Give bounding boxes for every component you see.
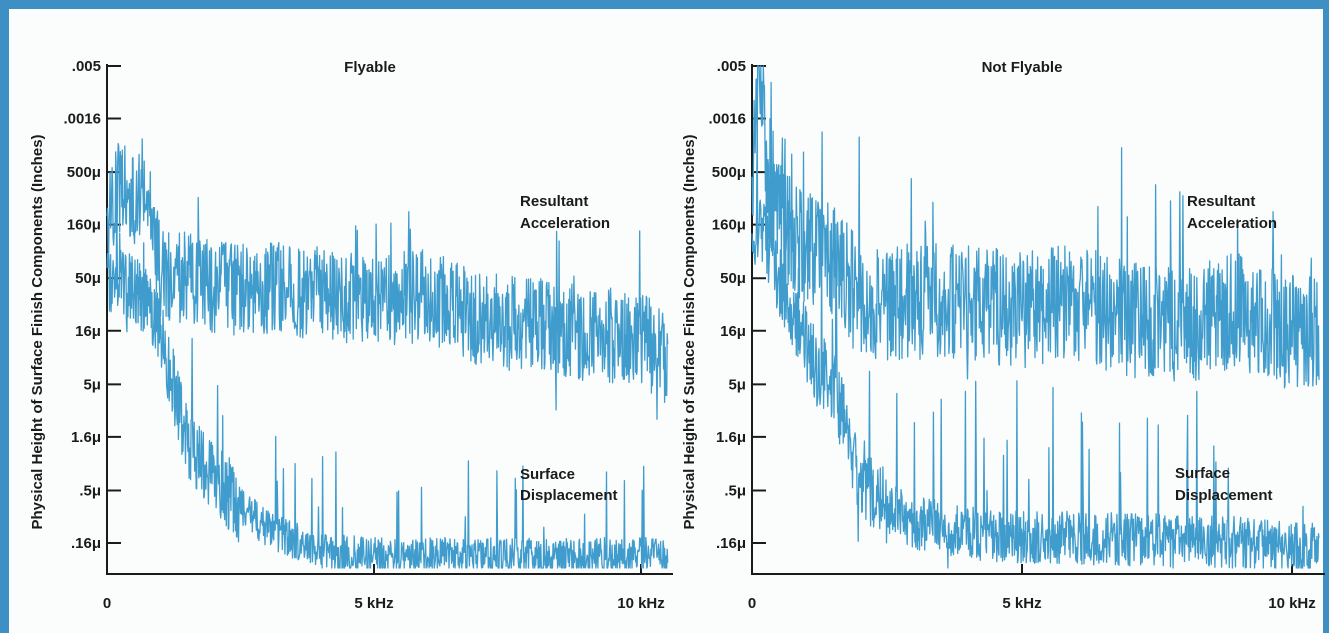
y-axis-label: Physical Height of Surface Finish Compon… xyxy=(29,134,46,529)
y-axis-label: Physical Height of Surface Finish Compon… xyxy=(681,134,698,529)
y-ticks: .005 .0016 500μ 160μ 50μ 16μ 5μ 1.6μ .5μ .16μ xyxy=(708,58,766,552)
series-line xyxy=(106,203,669,569)
y-tick-label: .0016 xyxy=(708,111,746,128)
y-tick-label: 5μ xyxy=(728,376,746,393)
annotation-displacement-line1: Surface xyxy=(520,466,575,483)
y-tick-label: .005 xyxy=(72,58,101,75)
x-tick-label: 5 kHz xyxy=(1002,595,1041,612)
y-tick-label: 16μ xyxy=(75,323,101,340)
y-tick-label: 500μ xyxy=(712,164,746,181)
y-tick-label: 16μ xyxy=(720,323,746,340)
annotation-displacement-line1: Surface xyxy=(1175,465,1230,482)
y-tick-label: 1.6μ xyxy=(71,429,101,446)
x-tick-label: 10 kHz xyxy=(617,595,665,612)
y-tick-label: .005 xyxy=(717,58,746,75)
y-tick-label: .5μ xyxy=(724,482,746,499)
x-tick-label: 5 kHz xyxy=(354,595,393,612)
annotation-acceleration-line1: Resultant xyxy=(1187,193,1255,210)
y-tick-label: .5μ xyxy=(79,482,101,499)
x-tick-label: 0 xyxy=(103,595,111,612)
chart-flyable: Physical Height of Surface Finish Compon… xyxy=(29,58,673,612)
y-ticks: .005 .0016 500μ 160μ 50μ 16μ 5μ 1.6μ .5μ .16μ xyxy=(63,58,121,552)
y-tick-label: 5μ xyxy=(83,376,101,393)
chart-not-flyable: Physical Height of Surface Finish Compon… xyxy=(681,58,1325,612)
y-tick-label: .0016 xyxy=(63,111,101,128)
chart-title: Not Flyable xyxy=(982,59,1063,76)
y-tick-label: 50μ xyxy=(720,270,746,287)
traces xyxy=(106,138,669,569)
annotation-acceleration-line2: Acceleration xyxy=(520,215,610,232)
y-tick-label: 500μ xyxy=(67,164,101,181)
y-tick-label: 160μ xyxy=(712,217,746,234)
x-tick-label: 10 kHz xyxy=(1268,595,1316,612)
annotation-acceleration-line2: Acceleration xyxy=(1187,215,1277,232)
x-ticks: 0 5 kHz 10 kHz xyxy=(748,564,1316,612)
annotation-acceleration-line1: Resultant xyxy=(520,193,588,210)
x-ticks: 0 5 kHz 10 kHz xyxy=(103,564,665,612)
y-tick-label: 50μ xyxy=(75,270,101,287)
x-tick-label: 0 xyxy=(748,595,756,612)
chart-title: Flyable xyxy=(344,59,396,76)
annotation-displacement-line2: Displacement xyxy=(520,487,618,504)
y-tick-label: .16μ xyxy=(716,535,746,552)
traces xyxy=(751,65,1320,569)
axis-lines xyxy=(106,64,673,575)
y-tick-label: 1.6μ xyxy=(716,429,746,446)
series-line xyxy=(751,65,1320,389)
series-line xyxy=(106,138,669,420)
y-tick-label: 160μ xyxy=(67,217,101,234)
y-tick-label: .16μ xyxy=(71,535,101,552)
series-line xyxy=(751,118,1320,569)
annotation-displacement-line2: Displacement xyxy=(1175,487,1273,504)
